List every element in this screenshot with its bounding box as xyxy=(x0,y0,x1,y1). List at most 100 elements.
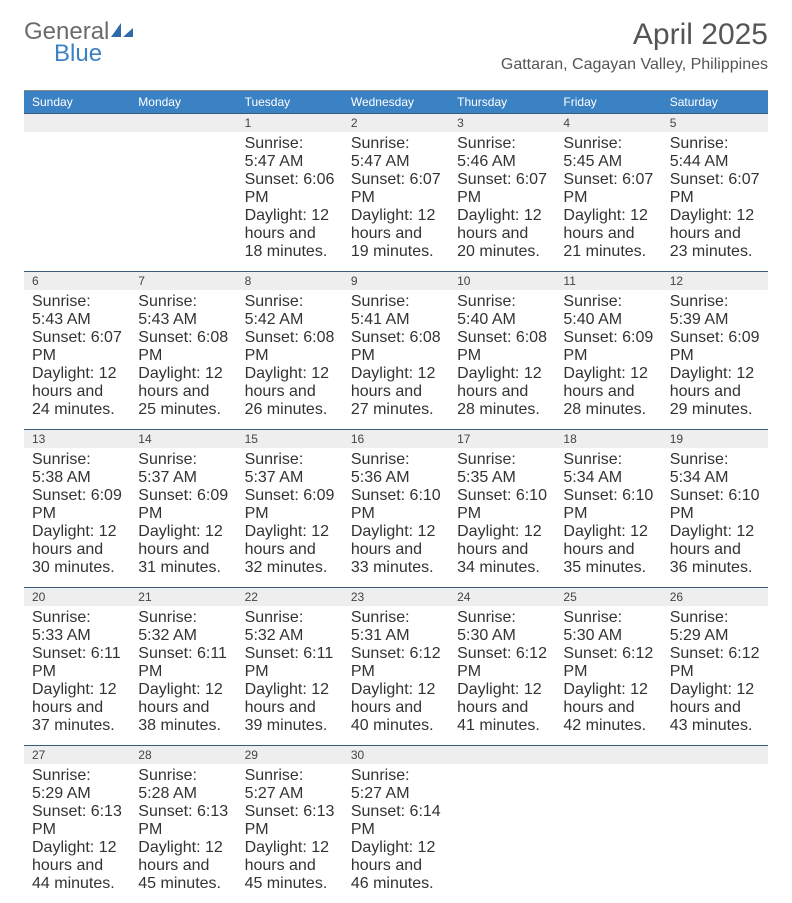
sunrise-text: Sunrise: 5:34 AM xyxy=(563,451,653,487)
day-cell xyxy=(662,764,768,903)
daylight-text: Daylight: 12 hours and 41 minutes. xyxy=(457,681,547,735)
sunset-text: Sunset: 6:14 PM xyxy=(351,803,441,839)
sunrise-text: Sunrise: 5:43 AM xyxy=(32,293,122,329)
daylight-text: Daylight: 12 hours and 33 minutes. xyxy=(351,523,441,577)
day-cell: Sunrise: 5:40 AMSunset: 6:09 PMDaylight:… xyxy=(555,290,661,429)
sunrise-text: Sunrise: 5:30 AM xyxy=(563,609,653,645)
day-number: 22 xyxy=(237,588,343,606)
day-number: 14 xyxy=(130,430,236,448)
day-cell: Sunrise: 5:37 AMSunset: 6:09 PMDaylight:… xyxy=(237,448,343,587)
day-number: 23 xyxy=(343,588,449,606)
daylight-text: Daylight: 12 hours and 42 minutes. xyxy=(563,681,653,735)
day-header-row: SundayMondayTuesdayWednesdayThursdayFrid… xyxy=(24,91,768,113)
sunset-text: Sunset: 6:08 PM xyxy=(351,329,441,365)
day-cell xyxy=(24,132,130,271)
daylight-text: Daylight: 12 hours and 45 minutes. xyxy=(245,839,335,893)
day-number-row: 6789101112 xyxy=(24,271,768,290)
sunset-text: Sunset: 6:07 PM xyxy=(351,171,441,207)
day-cell: Sunrise: 5:46 AMSunset: 6:07 PMDaylight:… xyxy=(449,132,555,271)
day-cell: Sunrise: 5:47 AMSunset: 6:06 PMDaylight:… xyxy=(237,132,343,271)
day-header: Friday xyxy=(555,91,661,113)
day-number: 12 xyxy=(662,272,768,290)
day-header: Sunday xyxy=(24,91,130,113)
day-number: 20 xyxy=(24,588,130,606)
daylight-text: Daylight: 12 hours and 25 minutes. xyxy=(138,365,228,419)
day-cell: Sunrise: 5:39 AMSunset: 6:09 PMDaylight:… xyxy=(662,290,768,429)
daylight-text: Daylight: 12 hours and 40 minutes. xyxy=(351,681,441,735)
sunset-text: Sunset: 6:07 PM xyxy=(563,171,653,207)
daylight-text: Daylight: 12 hours and 39 minutes. xyxy=(245,681,335,735)
day-number: 24 xyxy=(449,588,555,606)
page-header: GeneralBlue April 2025 Gattaran, Cagayan… xyxy=(0,0,792,78)
day-header: Saturday xyxy=(662,91,768,113)
day-cell: Sunrise: 5:44 AMSunset: 6:07 PMDaylight:… xyxy=(662,132,768,271)
daylight-text: Daylight: 12 hours and 23 minutes. xyxy=(670,207,760,261)
daylight-text: Daylight: 12 hours and 19 minutes. xyxy=(351,207,441,261)
day-info-row: Sunrise: 5:43 AMSunset: 6:07 PMDaylight:… xyxy=(24,290,768,429)
sunrise-text: Sunrise: 5:38 AM xyxy=(32,451,122,487)
sunset-text: Sunset: 6:08 PM xyxy=(245,329,335,365)
sunrise-text: Sunrise: 5:34 AM xyxy=(670,451,760,487)
sunrise-text: Sunrise: 5:39 AM xyxy=(670,293,760,329)
day-number: 19 xyxy=(662,430,768,448)
sunrise-text: Sunrise: 5:44 AM xyxy=(670,135,760,171)
sunrise-text: Sunrise: 5:37 AM xyxy=(138,451,228,487)
day-number: 30 xyxy=(343,746,449,764)
daylight-text: Daylight: 12 hours and 45 minutes. xyxy=(138,839,228,893)
sunset-text: Sunset: 6:10 PM xyxy=(670,487,760,523)
day-header: Tuesday xyxy=(237,91,343,113)
sunrise-text: Sunrise: 5:32 AM xyxy=(245,609,335,645)
daylight-text: Daylight: 12 hours and 34 minutes. xyxy=(457,523,547,577)
daylight-text: Daylight: 12 hours and 31 minutes. xyxy=(138,523,228,577)
logo: GeneralBlue xyxy=(24,18,137,68)
sunset-text: Sunset: 6:09 PM xyxy=(670,329,760,365)
day-number-row: 13141516171819 xyxy=(24,429,768,448)
daylight-text: Daylight: 12 hours and 28 minutes. xyxy=(457,365,547,419)
daylight-text: Daylight: 12 hours and 36 minutes. xyxy=(670,523,760,577)
sunrise-text: Sunrise: 5:29 AM xyxy=(32,767,122,803)
day-number: 26 xyxy=(662,588,768,606)
day-number xyxy=(662,746,768,764)
daylight-text: Daylight: 12 hours and 43 minutes. xyxy=(670,681,760,735)
day-number: 29 xyxy=(237,746,343,764)
sunset-text: Sunset: 6:08 PM xyxy=(138,329,228,365)
day-number: 17 xyxy=(449,430,555,448)
sunrise-text: Sunrise: 5:30 AM xyxy=(457,609,547,645)
day-cell: Sunrise: 5:29 AMSunset: 6:13 PMDaylight:… xyxy=(24,764,130,903)
sunset-text: Sunset: 6:07 PM xyxy=(457,171,547,207)
day-number xyxy=(130,114,236,132)
day-number: 28 xyxy=(130,746,236,764)
sunrise-text: Sunrise: 5:28 AM xyxy=(138,767,228,803)
sunrise-text: Sunrise: 5:36 AM xyxy=(351,451,441,487)
sunset-text: Sunset: 6:09 PM xyxy=(32,487,122,523)
daylight-text: Daylight: 12 hours and 29 minutes. xyxy=(670,365,760,419)
day-info-row: Sunrise: 5:38 AMSunset: 6:09 PMDaylight:… xyxy=(24,448,768,587)
day-cell: Sunrise: 5:47 AMSunset: 6:07 PMDaylight:… xyxy=(343,132,449,271)
daylight-text: Daylight: 12 hours and 46 minutes. xyxy=(351,839,441,893)
day-cell: Sunrise: 5:43 AMSunset: 6:07 PMDaylight:… xyxy=(24,290,130,429)
day-cell: Sunrise: 5:31 AMSunset: 6:12 PMDaylight:… xyxy=(343,606,449,745)
day-cell: Sunrise: 5:32 AMSunset: 6:11 PMDaylight:… xyxy=(237,606,343,745)
day-cell: Sunrise: 5:40 AMSunset: 6:08 PMDaylight:… xyxy=(449,290,555,429)
day-info-row: Sunrise: 5:47 AMSunset: 6:06 PMDaylight:… xyxy=(24,132,768,271)
sunset-text: Sunset: 6:11 PM xyxy=(138,645,228,681)
day-number: 21 xyxy=(130,588,236,606)
day-cell: Sunrise: 5:27 AMSunset: 6:13 PMDaylight:… xyxy=(237,764,343,903)
daylight-text: Daylight: 12 hours and 27 minutes. xyxy=(351,365,441,419)
daylight-text: Daylight: 12 hours and 21 minutes. xyxy=(563,207,653,261)
sunset-text: Sunset: 6:11 PM xyxy=(245,645,335,681)
day-cell: Sunrise: 5:37 AMSunset: 6:09 PMDaylight:… xyxy=(130,448,236,587)
day-number: 18 xyxy=(555,430,661,448)
day-header: Wednesday xyxy=(343,91,449,113)
day-cell: Sunrise: 5:45 AMSunset: 6:07 PMDaylight:… xyxy=(555,132,661,271)
day-cell: Sunrise: 5:35 AMSunset: 6:10 PMDaylight:… xyxy=(449,448,555,587)
day-cell xyxy=(555,764,661,903)
calendar-grid: SundayMondayTuesdayWednesdayThursdayFrid… xyxy=(24,90,768,903)
day-number: 9 xyxy=(343,272,449,290)
day-cell: Sunrise: 5:30 AMSunset: 6:12 PMDaylight:… xyxy=(555,606,661,745)
day-number: 10 xyxy=(449,272,555,290)
day-cell: Sunrise: 5:41 AMSunset: 6:08 PMDaylight:… xyxy=(343,290,449,429)
sunset-text: Sunset: 6:13 PM xyxy=(32,803,122,839)
sunrise-text: Sunrise: 5:29 AM xyxy=(670,609,760,645)
sunset-text: Sunset: 6:09 PM xyxy=(138,487,228,523)
